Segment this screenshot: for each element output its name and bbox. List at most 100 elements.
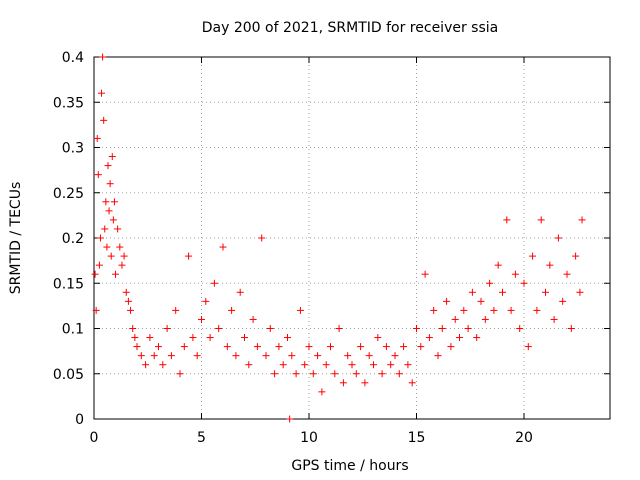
- data-point: [219, 243, 227, 251]
- data-point: [542, 288, 549, 296]
- data-point: [249, 315, 257, 323]
- data-point: [101, 225, 109, 233]
- data-point: [546, 261, 554, 269]
- data-point: [124, 297, 132, 305]
- chart-title: Day 200 of 2021, SRMTID for receiver ssi…: [202, 20, 498, 36]
- data-point: [279, 361, 287, 369]
- data-point: [499, 288, 506, 296]
- data-point: [529, 252, 537, 260]
- data-point: [215, 325, 223, 332]
- grid: [94, 57, 610, 419]
- data-point: [417, 343, 425, 351]
- data-point: [438, 325, 446, 332]
- y-axis-label: SRMTID / TECUs: [8, 182, 24, 295]
- data-point: [464, 325, 472, 332]
- data-point: [198, 315, 205, 323]
- data-point: [292, 370, 300, 378]
- data-point: [481, 315, 489, 323]
- y-tick-label: 0.4: [62, 50, 84, 66]
- data-point: [572, 252, 580, 260]
- data-point: [430, 306, 438, 314]
- data-point: [258, 234, 266, 242]
- x-axis-label: GPS time / hours: [291, 458, 408, 474]
- data-point: [425, 334, 433, 342]
- data-point: [159, 361, 167, 369]
- data-point: [150, 352, 158, 360]
- data-point: [129, 325, 137, 332]
- data-point: [327, 343, 334, 351]
- data-point: [563, 270, 571, 278]
- data-point: [507, 306, 515, 314]
- data-point: [172, 306, 180, 314]
- x-tick-label: 5: [197, 430, 206, 446]
- data-point: [370, 361, 377, 369]
- data-point: [451, 315, 459, 323]
- data-point: [413, 325, 420, 332]
- data-point: [185, 252, 193, 260]
- data-point: [516, 325, 524, 332]
- data-point: [96, 234, 104, 242]
- data-point: [477, 297, 485, 305]
- x-tick-label: 20: [515, 430, 533, 446]
- data-point: [494, 261, 502, 269]
- data-point: [109, 216, 117, 224]
- data-point: [108, 153, 116, 161]
- data-point: [106, 180, 114, 188]
- data-point: [102, 198, 110, 206]
- data-point: [400, 343, 408, 351]
- data-point: [395, 370, 403, 378]
- data-point: [127, 306, 135, 314]
- data-point: [104, 162, 112, 170]
- data-point: [137, 352, 145, 360]
- y-tick-label: 0.35: [53, 95, 84, 111]
- data-point: [142, 361, 150, 369]
- data-point: [305, 343, 313, 351]
- data-point: [133, 343, 141, 351]
- y-tick-label: 0.3: [62, 141, 84, 157]
- data-point: [443, 297, 451, 305]
- data-point: [94, 171, 102, 179]
- data-point: [107, 252, 115, 260]
- data-point: [202, 297, 210, 305]
- data-point: [511, 270, 519, 278]
- data-point: [533, 306, 541, 314]
- data-point: [559, 297, 567, 305]
- data-point: [490, 306, 498, 314]
- data-point: [286, 415, 294, 423]
- data-point: [112, 270, 119, 278]
- data-point: [288, 352, 296, 360]
- data-point: [348, 361, 356, 369]
- data-point: [210, 279, 218, 287]
- data-point: [408, 379, 416, 387]
- data-point: [155, 343, 162, 351]
- data-point: [361, 379, 369, 387]
- data-point: [503, 216, 511, 224]
- data-point: [103, 243, 111, 251]
- data-point: [245, 361, 253, 369]
- data-point: [314, 352, 322, 360]
- data-point: [473, 334, 481, 342]
- data-point: [339, 379, 347, 387]
- x-tick-label: 0: [90, 430, 99, 446]
- data-point: [284, 334, 291, 342]
- data-point: [253, 343, 261, 351]
- data-point: [91, 270, 99, 278]
- data-point: [382, 343, 390, 351]
- x-tick-label: 10: [300, 430, 318, 446]
- data-point: [95, 261, 103, 269]
- x-tick-label: 15: [408, 430, 426, 446]
- data-point: [228, 306, 236, 314]
- data-point: [460, 306, 468, 314]
- data-point: [146, 334, 154, 342]
- data-point: [110, 198, 118, 206]
- data-point: [232, 352, 240, 360]
- data-point: [180, 343, 188, 351]
- data-point: [105, 207, 113, 215]
- data-point: [271, 370, 279, 378]
- data-point: [122, 288, 130, 296]
- data-point: [262, 352, 270, 360]
- y-tick-label: 0.1: [62, 322, 84, 338]
- data-point: [447, 343, 455, 351]
- data-point: [550, 315, 558, 323]
- data-point: [167, 352, 175, 360]
